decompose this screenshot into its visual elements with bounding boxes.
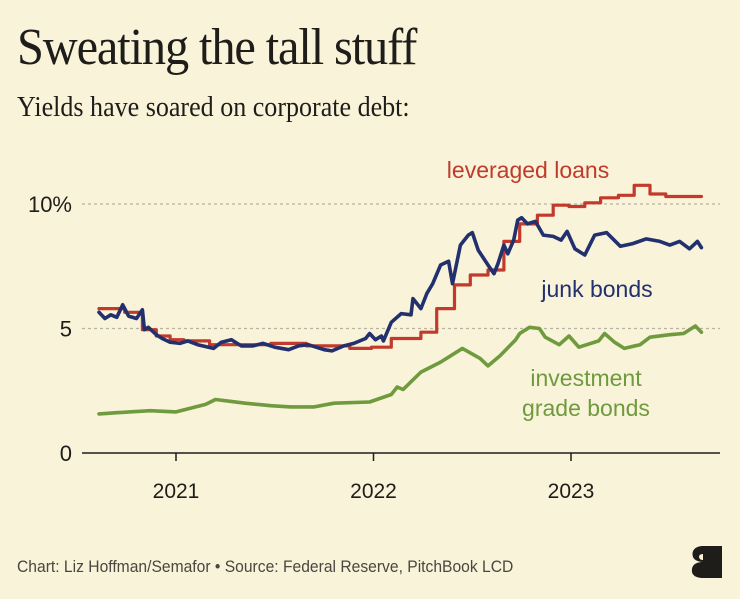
x-tick-label: 2023 — [548, 480, 595, 503]
x-tick-label: 2021 — [153, 480, 200, 503]
gridlines — [82, 203, 720, 330]
axes: 0 5 10% 2021 2022 2023 — [28, 192, 720, 503]
series-labels: leveraged loans junk bonds investment grade… — [447, 157, 653, 421]
source-credit: Chart: Liz Hoffman/Semafor • Source: Fed… — [17, 557, 514, 576]
semafor-s-logo-icon — [691, 546, 722, 578]
x-tick-label: 2022 — [350, 480, 397, 503]
series-line-investment-grade-bonds — [97, 324, 704, 416]
series-label-junk-bonds: junk bonds — [540, 276, 652, 302]
series-line-junk-bonds — [97, 215, 704, 353]
series-label-investment-grade-bonds: investment — [530, 365, 642, 391]
y-tick-label: 10% — [28, 192, 72, 217]
y-tick-label: 0 — [60, 441, 72, 466]
series-lines — [97, 183, 704, 416]
series-label-leveraged-loans: leveraged loans — [447, 157, 609, 183]
chart-subtitle: Yields have soared on corporate debt: — [17, 92, 410, 123]
chart-title: Sweating the tall stuff — [17, 19, 417, 76]
series-label-investment-grade-bonds: grade bonds — [522, 395, 650, 421]
y-tick-label: 5 — [60, 317, 72, 342]
series-line-leveraged-loans — [97, 183, 703, 350]
